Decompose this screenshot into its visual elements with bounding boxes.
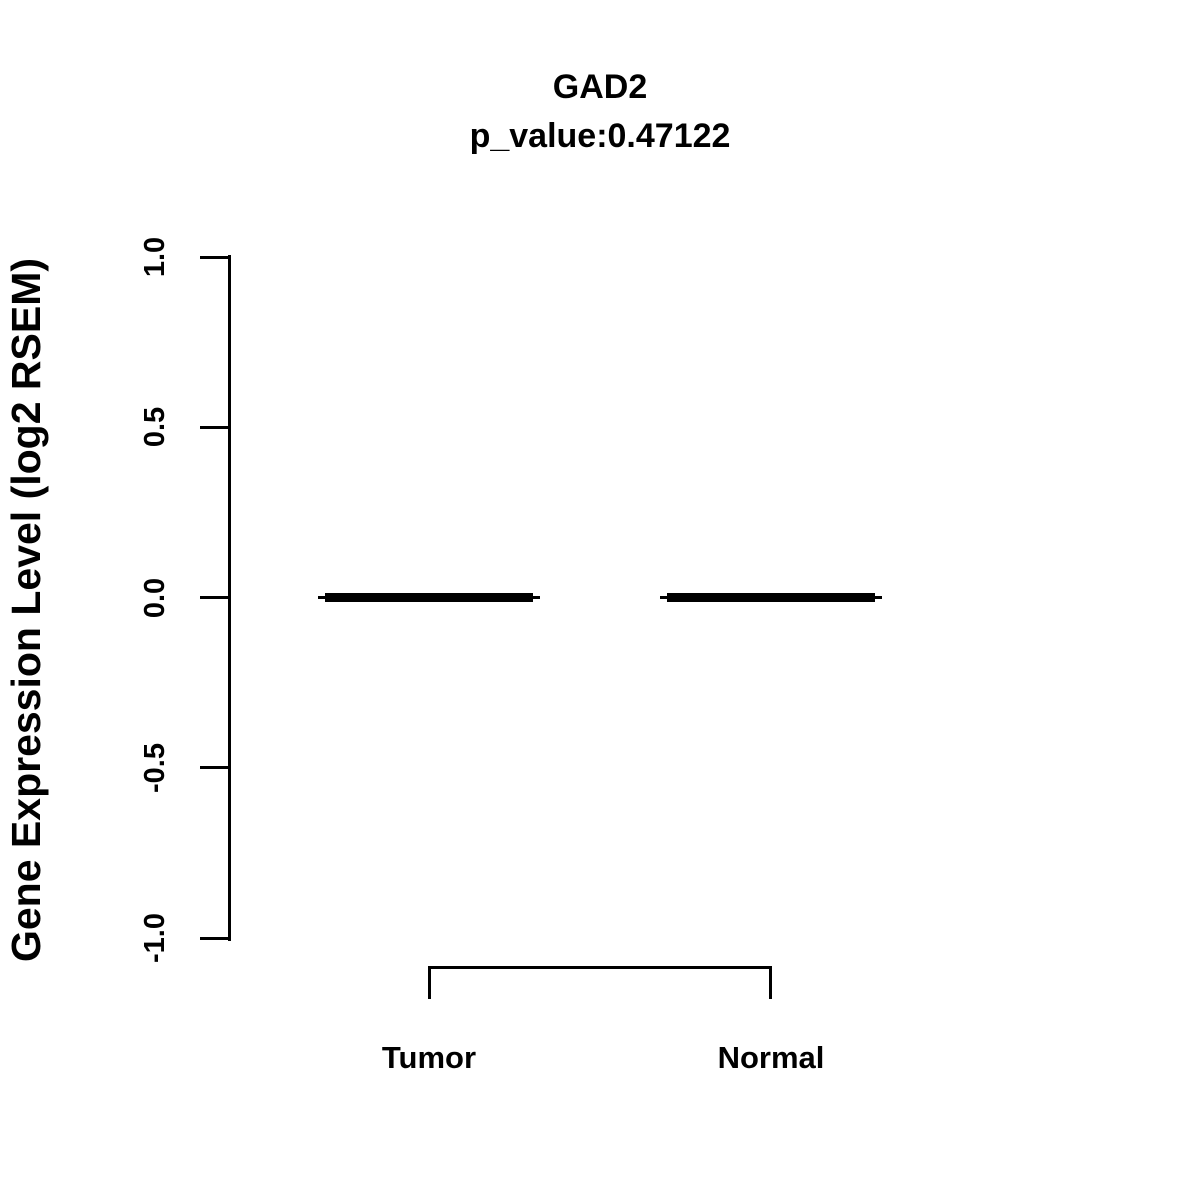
y-tick-label: 0.5: [139, 407, 171, 448]
bracket-vertical: [769, 966, 772, 999]
x-category-label-tumor: Tumor: [381, 1040, 477, 1075]
chart-pvalue-subtitle: p_value:0.47122: [469, 117, 731, 155]
y-tick-mark: [200, 255, 230, 259]
median-line-normal: [667, 593, 875, 602]
bracket-vertical: [428, 966, 431, 999]
chart-title: GAD2: [552, 68, 648, 106]
y-tick-mark: [200, 766, 230, 770]
y-axis-title: Gene Expression Level (log2 RSEM): [3, 257, 49, 963]
y-tick-label: 1.0: [139, 236, 171, 278]
y-tick-label: 0.0: [139, 577, 171, 618]
y-tick-label: -1.0: [139, 913, 171, 963]
bracket-horizontal: [428, 966, 772, 969]
y-tick-label: -0.5: [139, 742, 171, 793]
median-line-tumor: [325, 593, 533, 602]
y-tick-mark: [200, 425, 230, 429]
y-tick-mark: [200, 596, 230, 599]
chart-title-block: GAD2 p_value:0.47122: [230, 0, 970, 156]
x-category-label-normal: Normal: [717, 1040, 825, 1075]
y-tick-mark: [200, 936, 230, 940]
